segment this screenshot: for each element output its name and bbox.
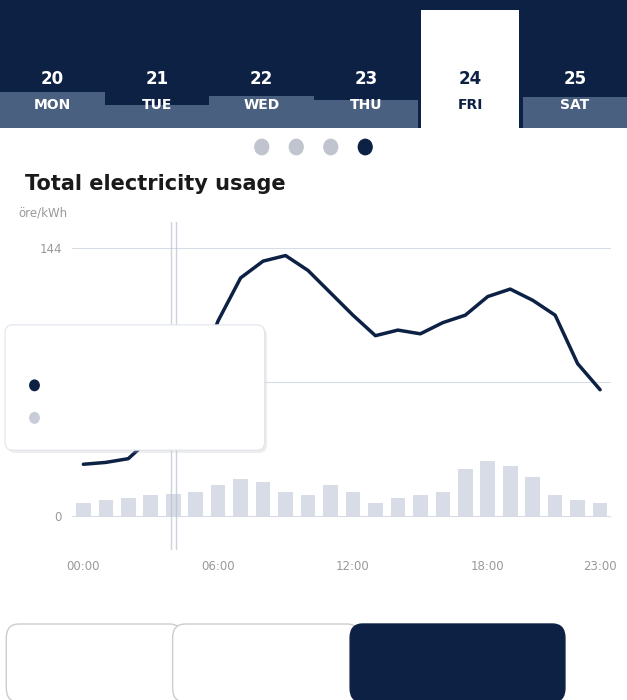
Text: 25: 25 — [563, 71, 586, 88]
Text: Total: Total — [75, 656, 113, 670]
Text: SAT: SAT — [560, 98, 589, 112]
Bar — [233, 480, 248, 517]
Text: 21: 21 — [145, 71, 168, 88]
Bar — [525, 477, 540, 517]
Bar — [593, 503, 608, 517]
Text: öre/kWh: öre/kWh — [19, 207, 68, 220]
Bar — [323, 484, 338, 517]
Text: Bought: Bought — [48, 412, 91, 424]
Bar — [188, 493, 203, 517]
Bar — [98, 500, 113, 517]
Text: MON: MON — [34, 98, 71, 112]
Text: 24: 24 — [458, 71, 482, 88]
Bar — [368, 503, 382, 517]
Text: TUE: TUE — [142, 98, 172, 112]
Text: FRI: FRI — [458, 98, 483, 112]
Bar — [256, 482, 270, 517]
Bar — [144, 495, 158, 517]
Text: 6,39 kWh: 6,39 kWh — [149, 412, 219, 424]
Text: 23: 23 — [354, 71, 377, 88]
Bar — [121, 498, 135, 517]
Text: Spot price: Spot price — [48, 379, 108, 392]
Bar — [345, 493, 361, 517]
Text: 53,6 öre/kWh: 53,6 öre/kWh — [149, 379, 250, 392]
Text: Temperature: Temperature — [216, 656, 316, 670]
Bar — [503, 466, 517, 517]
Bar — [480, 461, 495, 517]
Text: Total electricity usage: Total electricity usage — [25, 174, 286, 194]
Bar — [166, 494, 181, 517]
Bar — [301, 495, 315, 517]
Text: Electricity price: Electricity price — [396, 656, 519, 670]
Bar — [413, 495, 428, 517]
Text: 04:00: 04:00 — [34, 346, 72, 359]
Text: 22: 22 — [250, 71, 273, 88]
Bar — [436, 493, 450, 517]
Bar — [76, 503, 91, 517]
Bar — [391, 498, 405, 517]
Bar — [211, 484, 226, 517]
Bar — [278, 493, 293, 517]
Text: THU: THU — [349, 98, 382, 112]
Text: WED: WED — [243, 98, 280, 112]
Bar — [548, 495, 562, 517]
Bar — [571, 500, 585, 517]
Bar — [458, 468, 473, 517]
Text: 20: 20 — [41, 71, 64, 88]
